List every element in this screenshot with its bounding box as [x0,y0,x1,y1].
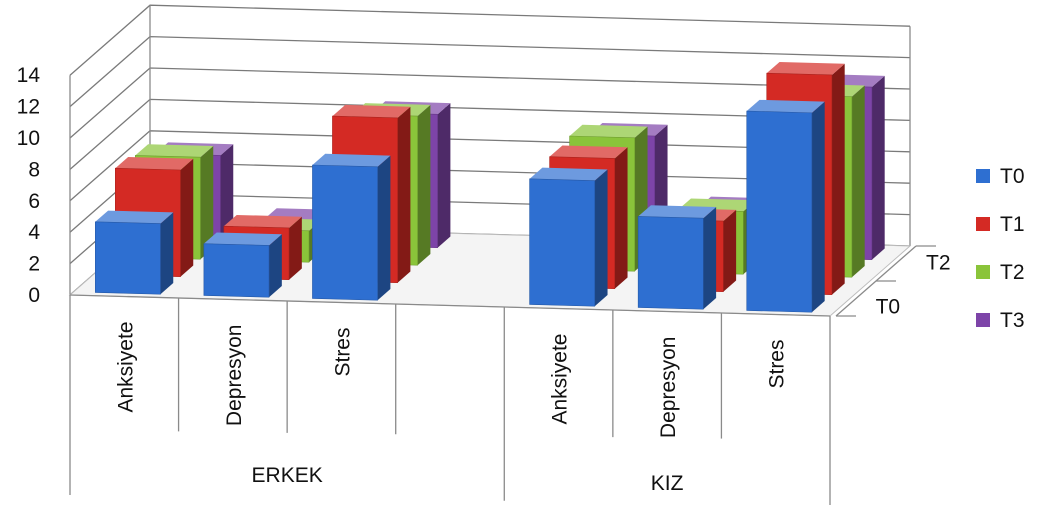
bar-top [638,205,717,219]
legend-label: T0 [1000,165,1025,188]
bar-top [569,124,648,138]
y-tick-label: 10 [17,127,40,150]
bar-T0-2 [203,232,282,298]
bar-top [332,104,411,118]
category-label: Stres [766,340,789,389]
bar-side [220,144,234,242]
y-axis: 0 2 4 6 8 10 12 14 [17,64,41,307]
bar-front [95,221,161,295]
bar-front [529,178,596,307]
bar-side [811,101,825,313]
bar-T0-4 [529,167,608,307]
bar-side [417,104,431,266]
bars [95,61,885,313]
bar-front [746,110,813,313]
y-tick-label: 14 [17,64,41,87]
category-label: Stres [331,328,354,377]
bar-side [200,146,214,260]
bar-T0-3 [312,153,391,301]
bar-side [377,155,391,301]
depth-label: T2 [926,252,951,275]
legend: T0 T1 T2 T3 [976,165,1025,332]
bar-front [312,164,378,301]
bar-side [703,206,717,310]
bar-top [766,61,845,75]
bar-side [723,209,737,292]
group-label: ERKEK [252,464,323,487]
legend-label: T3 [1000,309,1025,332]
bar-top [549,145,628,159]
bar-T0-1 [95,210,174,295]
bar-top [746,99,825,113]
bar-front [203,243,270,298]
bar-side [851,85,865,278]
y-tick-label: 12 [17,96,40,119]
category-label: Anksiyete [114,322,137,413]
group-label: KIZ [651,472,684,495]
category-label: Depresyon [223,325,246,427]
bar-side [437,103,451,248]
bar-side [831,63,845,295]
bar-top [312,153,391,167]
x-axis: Anksiyete Depresyon Stres Anksiyete Depresyo… [69,294,831,505]
legend-swatch [976,217,990,231]
bar-top [95,210,174,224]
y-tick-label: 6 [28,190,40,213]
bar-side [594,169,608,307]
y-tick-label: 2 [28,253,40,276]
bar-side [160,212,174,295]
bar-side [289,216,302,280]
depth-label: T0 [876,296,901,319]
bar-top [115,156,194,170]
x-axis-line [69,294,831,317]
category-label: Anksiyete [549,334,572,425]
legend-swatch [976,313,990,327]
y-tick-label: 8 [28,158,40,181]
legend-swatch [976,265,990,279]
legend-item-T1: T1 [976,213,1025,236]
bar-side [269,234,282,298]
bar-side [871,75,885,260]
legend-item-T3: T3 [976,309,1025,332]
bar-top [135,144,214,158]
legend-label: T1 [1000,213,1025,236]
bar-top [203,232,282,246]
depth-axis: T0 T2 [835,245,951,319]
legend-item-T0: T0 [976,165,1025,188]
bar-top [529,167,608,181]
category-label: Depresyon [657,337,680,439]
bar-side [180,158,194,277]
y-tick-label: 0 [28,284,40,307]
bar-side [397,106,411,283]
y-tick-label: 4 [28,221,40,244]
legend-label: T2 [1000,261,1025,284]
bar-T0-5 [637,205,717,310]
legend-item-T2: T2 [976,261,1025,284]
legend-swatch [976,169,990,183]
bar-top [223,214,302,228]
bar-side [614,147,628,289]
bar-T0-6 [746,99,825,313]
bar-front [637,216,704,310]
